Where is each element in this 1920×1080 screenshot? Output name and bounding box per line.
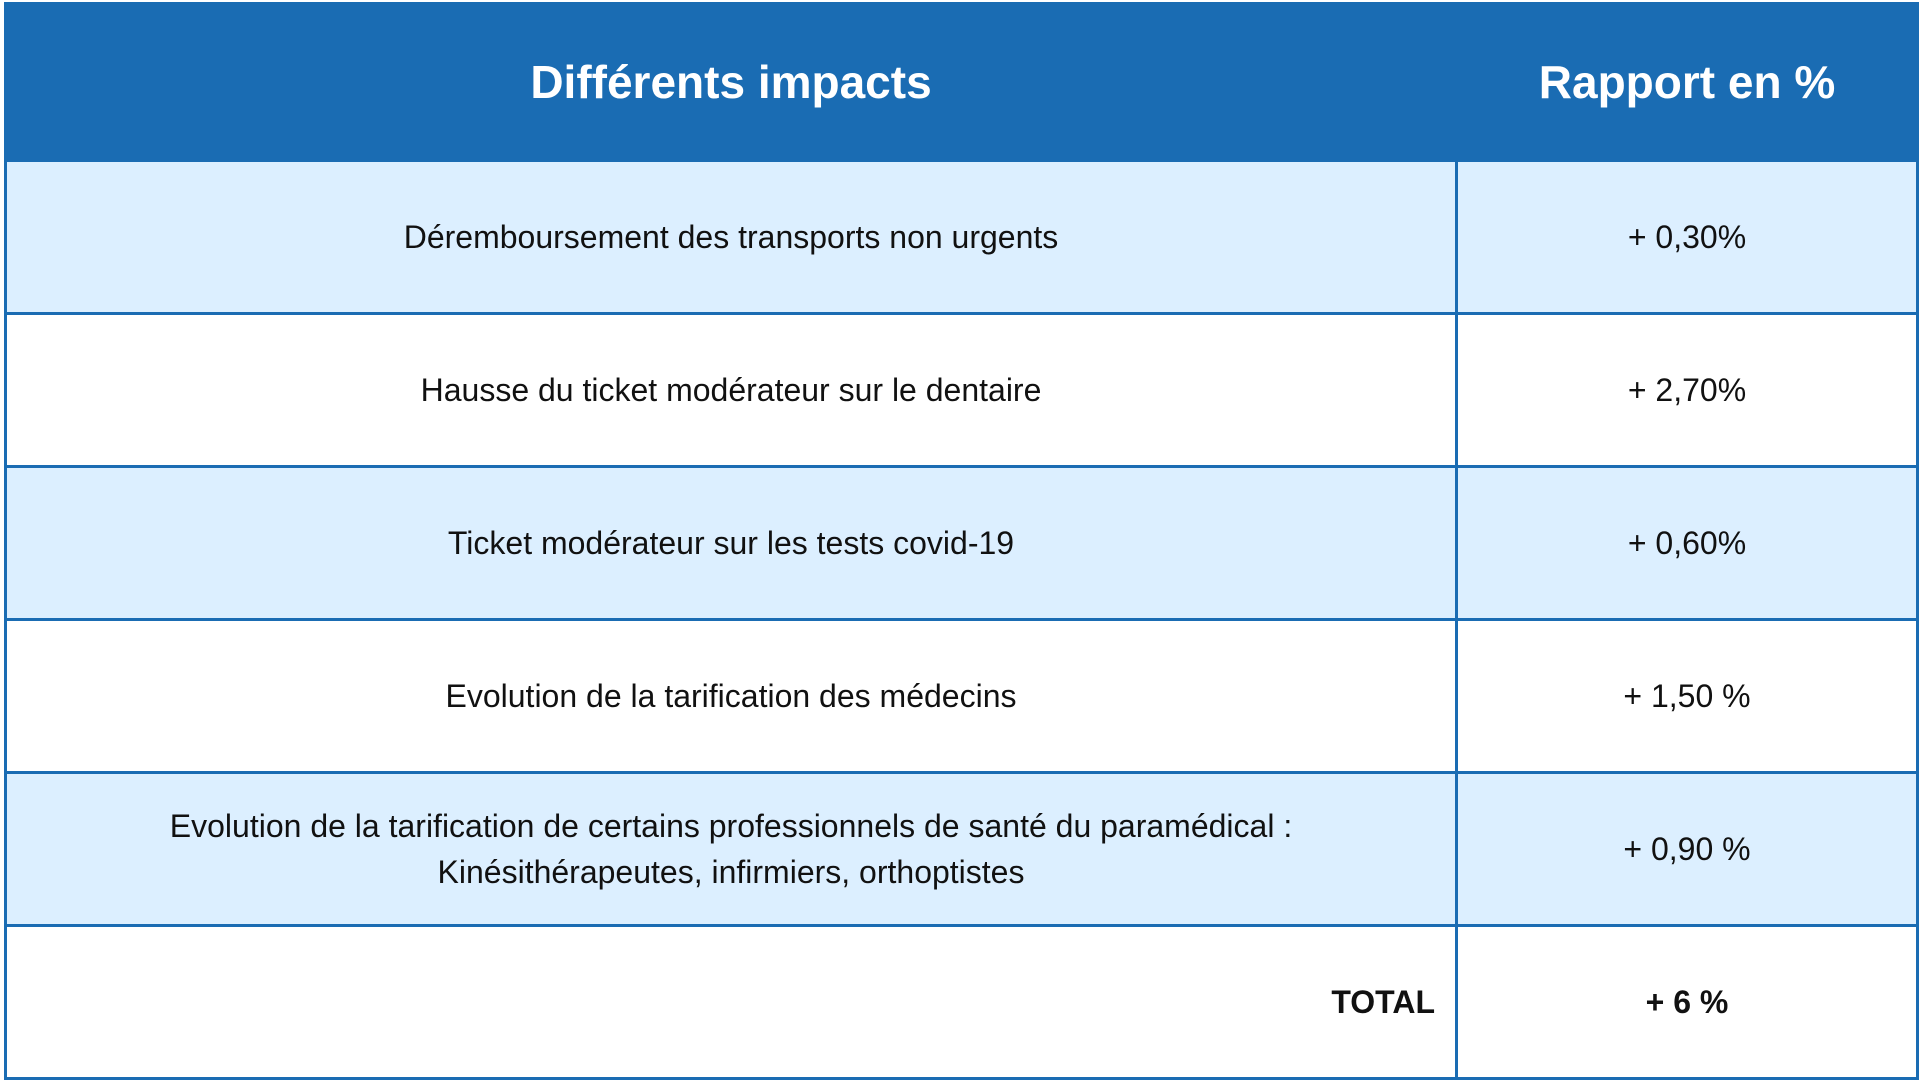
total-value: + 6 % [1455,924,1919,1080]
impact-cell: Déremboursement des transports non urgen… [4,159,1458,315]
table-row: Ticket modérateur sur les tests covid-19… [4,465,1919,621]
header-ratio: Rapport en % [1455,2,1919,162]
impact-cell-line-2: Kinésithérapeutes, infirmiers, orthoptis… [437,854,1025,890]
total-label: TOTAL [4,924,1458,1080]
header-impacts: Différents impacts [4,2,1458,162]
impact-cell-line-1: Evolution de la tarification de certains… [169,807,1293,844]
impacts-table: Différents impacts Rapport en % Dérembou… [4,2,1919,1080]
impact-cell: Evolution de la tarification des médecin… [4,618,1458,774]
ratio-cell: + 2,70% [1455,312,1919,468]
table-row: Hausse du ticket modérateur sur le denta… [4,312,1919,468]
impact-cell: Evolution de la tarification de certains… [4,771,1458,927]
table-row: Déremboursement des transports non urgen… [4,159,1919,315]
ratio-cell: + 0,30% [1455,159,1919,315]
impact-cell: Ticket modérateur sur les tests covid-19 [4,465,1458,621]
table-row: Evolution de la tarification des médecin… [4,618,1919,774]
ratio-cell: + 0,60% [1455,465,1919,621]
table-row: Evolution de la tarification de certains… [4,771,1919,927]
impact-cell: Hausse du ticket modérateur sur le denta… [4,312,1458,468]
table-header-row: Différents impacts Rapport en % [4,2,1919,162]
ratio-cell: + 0,90 % [1455,771,1919,927]
ratio-cell: + 1,50 % [1455,618,1919,774]
total-row: TOTAL + 6 % [4,924,1919,1080]
